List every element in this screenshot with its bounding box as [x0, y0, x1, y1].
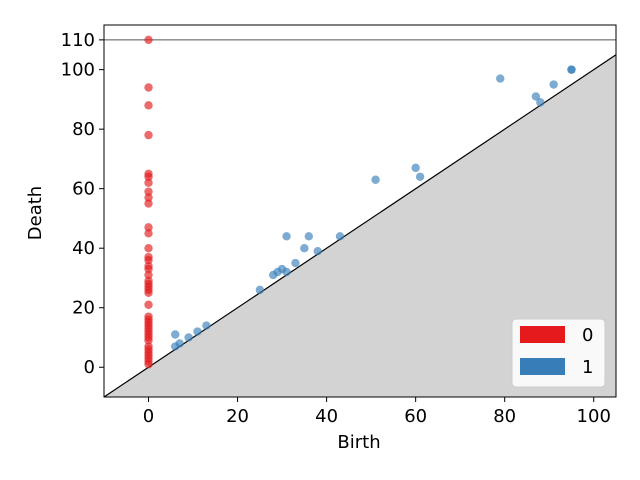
- point-h0: [144, 264, 153, 274]
- point-h0: [144, 360, 153, 369]
- point-h1: [175, 339, 184, 348]
- legend-label: 0: [582, 325, 593, 346]
- point-h0: [144, 300, 153, 309]
- point-h0: [144, 336, 153, 345]
- point-h1: [282, 267, 291, 277]
- point-h1: [567, 65, 576, 74]
- point-h1: [371, 175, 380, 184]
- axes: 0 20 40 60 80 100 0 20 40 60 80 100 110: [61, 24, 617, 427]
- point-h0: [144, 288, 153, 298]
- point-h0: [144, 223, 153, 232]
- x-axis-title: Birth: [337, 432, 380, 453]
- point-h0: [144, 244, 153, 253]
- plot-clip-group: [104, 35, 616, 397]
- axes-frame: [103, 24, 617, 398]
- plot-area: [104, 35, 616, 397]
- x-tick-label: 100: [577, 406, 611, 427]
- point-h1: [291, 258, 300, 268]
- point-h1: [496, 74, 505, 83]
- legend-swatch: [520, 326, 565, 343]
- point-h1: [255, 285, 265, 295]
- point-h1: [304, 232, 313, 241]
- point-h0: [144, 187, 153, 196]
- y-axis-title: Death: [25, 186, 46, 240]
- point-h0: [144, 270, 153, 280]
- point-h1: [335, 232, 345, 241]
- point-h0: [144, 172, 153, 181]
- point-h0: [144, 229, 153, 238]
- y-tick-label: 110: [61, 30, 95, 51]
- x-tick-label: 0: [143, 406, 154, 427]
- y-tick-label: 20: [72, 298, 95, 319]
- x-tick-label: 40: [315, 406, 338, 427]
- point-h1: [531, 92, 541, 101]
- point-h1: [536, 98, 545, 107]
- point-h0: [144, 83, 153, 92]
- point-h0: [144, 193, 153, 202]
- point-h1: [282, 232, 291, 241]
- point-h0: [144, 101, 153, 110]
- y-tick-label: 40: [72, 238, 95, 259]
- x-tick-label: 80: [493, 406, 516, 427]
- point-h1: [184, 333, 193, 342]
- y-tick-label: 0: [84, 357, 95, 378]
- y-tick-label: 100: [61, 60, 95, 81]
- point-h1: [171, 330, 180, 339]
- point-h0: [144, 255, 153, 265]
- point-h1: [415, 172, 425, 181]
- point-h0: [144, 178, 153, 187]
- x-tick-label: 60: [404, 406, 427, 427]
- point-h0: [144, 35, 153, 45]
- x-tick-label: 20: [226, 406, 249, 427]
- legend-label: 1: [582, 357, 593, 378]
- point-h0: [144, 130, 153, 140]
- point-h1: [300, 244, 309, 253]
- point-h1: [202, 321, 211, 330]
- point-h1: [313, 246, 322, 256]
- point-h0: [144, 199, 153, 208]
- point-h1: [411, 163, 420, 173]
- point-h1: [193, 327, 202, 336]
- legend-swatch: [520, 358, 565, 375]
- y-tick-label: 80: [72, 119, 95, 140]
- legend: 01: [511, 318, 606, 388]
- y-tick-label: 60: [72, 179, 95, 200]
- point-h1: [549, 80, 558, 89]
